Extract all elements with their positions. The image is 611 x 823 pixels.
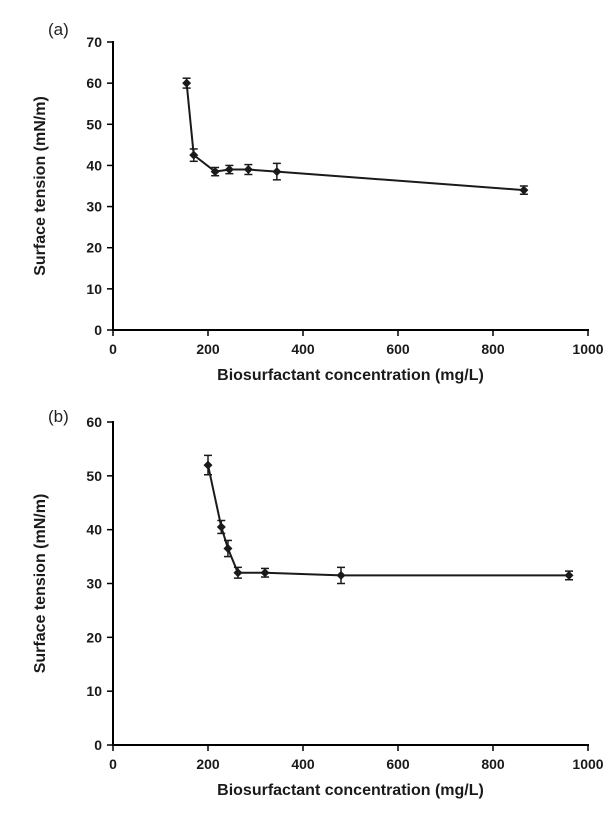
y-tick-label: 50 — [86, 468, 102, 484]
y-tick-label: 0 — [94, 737, 102, 753]
data-point-marker — [260, 568, 270, 578]
x-tick-label: 400 — [291, 341, 315, 357]
axes — [112, 41, 589, 331]
data-points — [203, 460, 574, 580]
y-tick-label: 10 — [86, 281, 102, 297]
x-tick-label: 800 — [481, 341, 505, 357]
series-line — [185, 83, 524, 192]
x-tick-label: 200 — [196, 756, 220, 772]
y-tick-label: 50 — [86, 116, 102, 132]
data-point-marker — [519, 185, 529, 195]
panel-b: (b) 0 10 20 30 40 50 60 0 200 400 600 800 1000 Biosur… — [0, 405, 611, 823]
x-axis-title: Biosurfactant concentration (mg/L) — [217, 367, 484, 384]
y-tick-label: 40 — [86, 157, 102, 173]
y-axis-ticks: 0 10 20 30 40 50 60 — [86, 414, 113, 753]
error-bars — [204, 454, 573, 585]
panel-b-label: (b) — [48, 407, 69, 426]
y-tick-label: 20 — [86, 629, 102, 645]
x-tick-label: 600 — [386, 341, 410, 357]
x-tick-label: 0 — [109, 341, 117, 357]
data-point-marker — [210, 167, 220, 177]
y-tick-label: 0 — [94, 322, 102, 338]
x-tick-label: 1000 — [572, 756, 603, 772]
data-point-marker — [564, 570, 574, 580]
y-tick-label: 30 — [86, 576, 102, 592]
data-point-marker — [243, 165, 253, 175]
data-point-marker — [182, 78, 192, 88]
x-axis-ticks: 0 200 400 600 800 1000 — [109, 745, 604, 772]
data-point-marker — [272, 167, 282, 177]
data-points — [182, 78, 529, 195]
data-point-marker — [223, 544, 233, 554]
y-tick-label: 10 — [86, 683, 102, 699]
chart-a-surface-tension-plot: 0 10 20 30 40 50 60 70 0 200 400 600 800 1000 Biosurfa… — [32, 34, 604, 384]
data-point-marker — [233, 568, 243, 578]
y-tick-label: 60 — [86, 75, 102, 91]
panel-a-label: (a) — [48, 20, 69, 39]
y-tick-label: 20 — [86, 240, 102, 256]
data-point-marker — [189, 150, 199, 160]
axes — [112, 421, 589, 746]
x-tick-label: 400 — [291, 756, 315, 772]
panel-a: (a) 0 10 20 30 40 50 60 70 0 200 400 600 800 1000 Bios… — [0, 0, 611, 405]
x-axis-title: Biosurfactant concentration (mg/L) — [217, 782, 484, 799]
x-tick-label: 0 — [109, 756, 117, 772]
series-line — [207, 464, 569, 577]
x-tick-label: 1000 — [572, 341, 603, 357]
x-tick-label: 600 — [386, 756, 410, 772]
data-point-marker — [224, 165, 234, 175]
data-point-marker — [216, 522, 226, 532]
y-axis-ticks: 0 10 20 30 40 50 60 70 — [86, 34, 113, 338]
y-axis-title: Surface tension (mN/m) — [32, 494, 49, 674]
x-tick-label: 200 — [196, 341, 220, 357]
y-axis-title: Surface tension (mN/m) — [32, 96, 49, 276]
y-tick-label: 40 — [86, 522, 102, 538]
y-tick-label: 70 — [86, 34, 102, 50]
x-axis-ticks: 0 200 400 600 800 1000 — [109, 330, 604, 357]
data-point-marker — [203, 460, 213, 470]
y-tick-label: 30 — [86, 199, 102, 215]
data-point-marker — [336, 570, 346, 580]
x-tick-label: 800 — [481, 756, 505, 772]
y-tick-label: 60 — [86, 414, 102, 430]
